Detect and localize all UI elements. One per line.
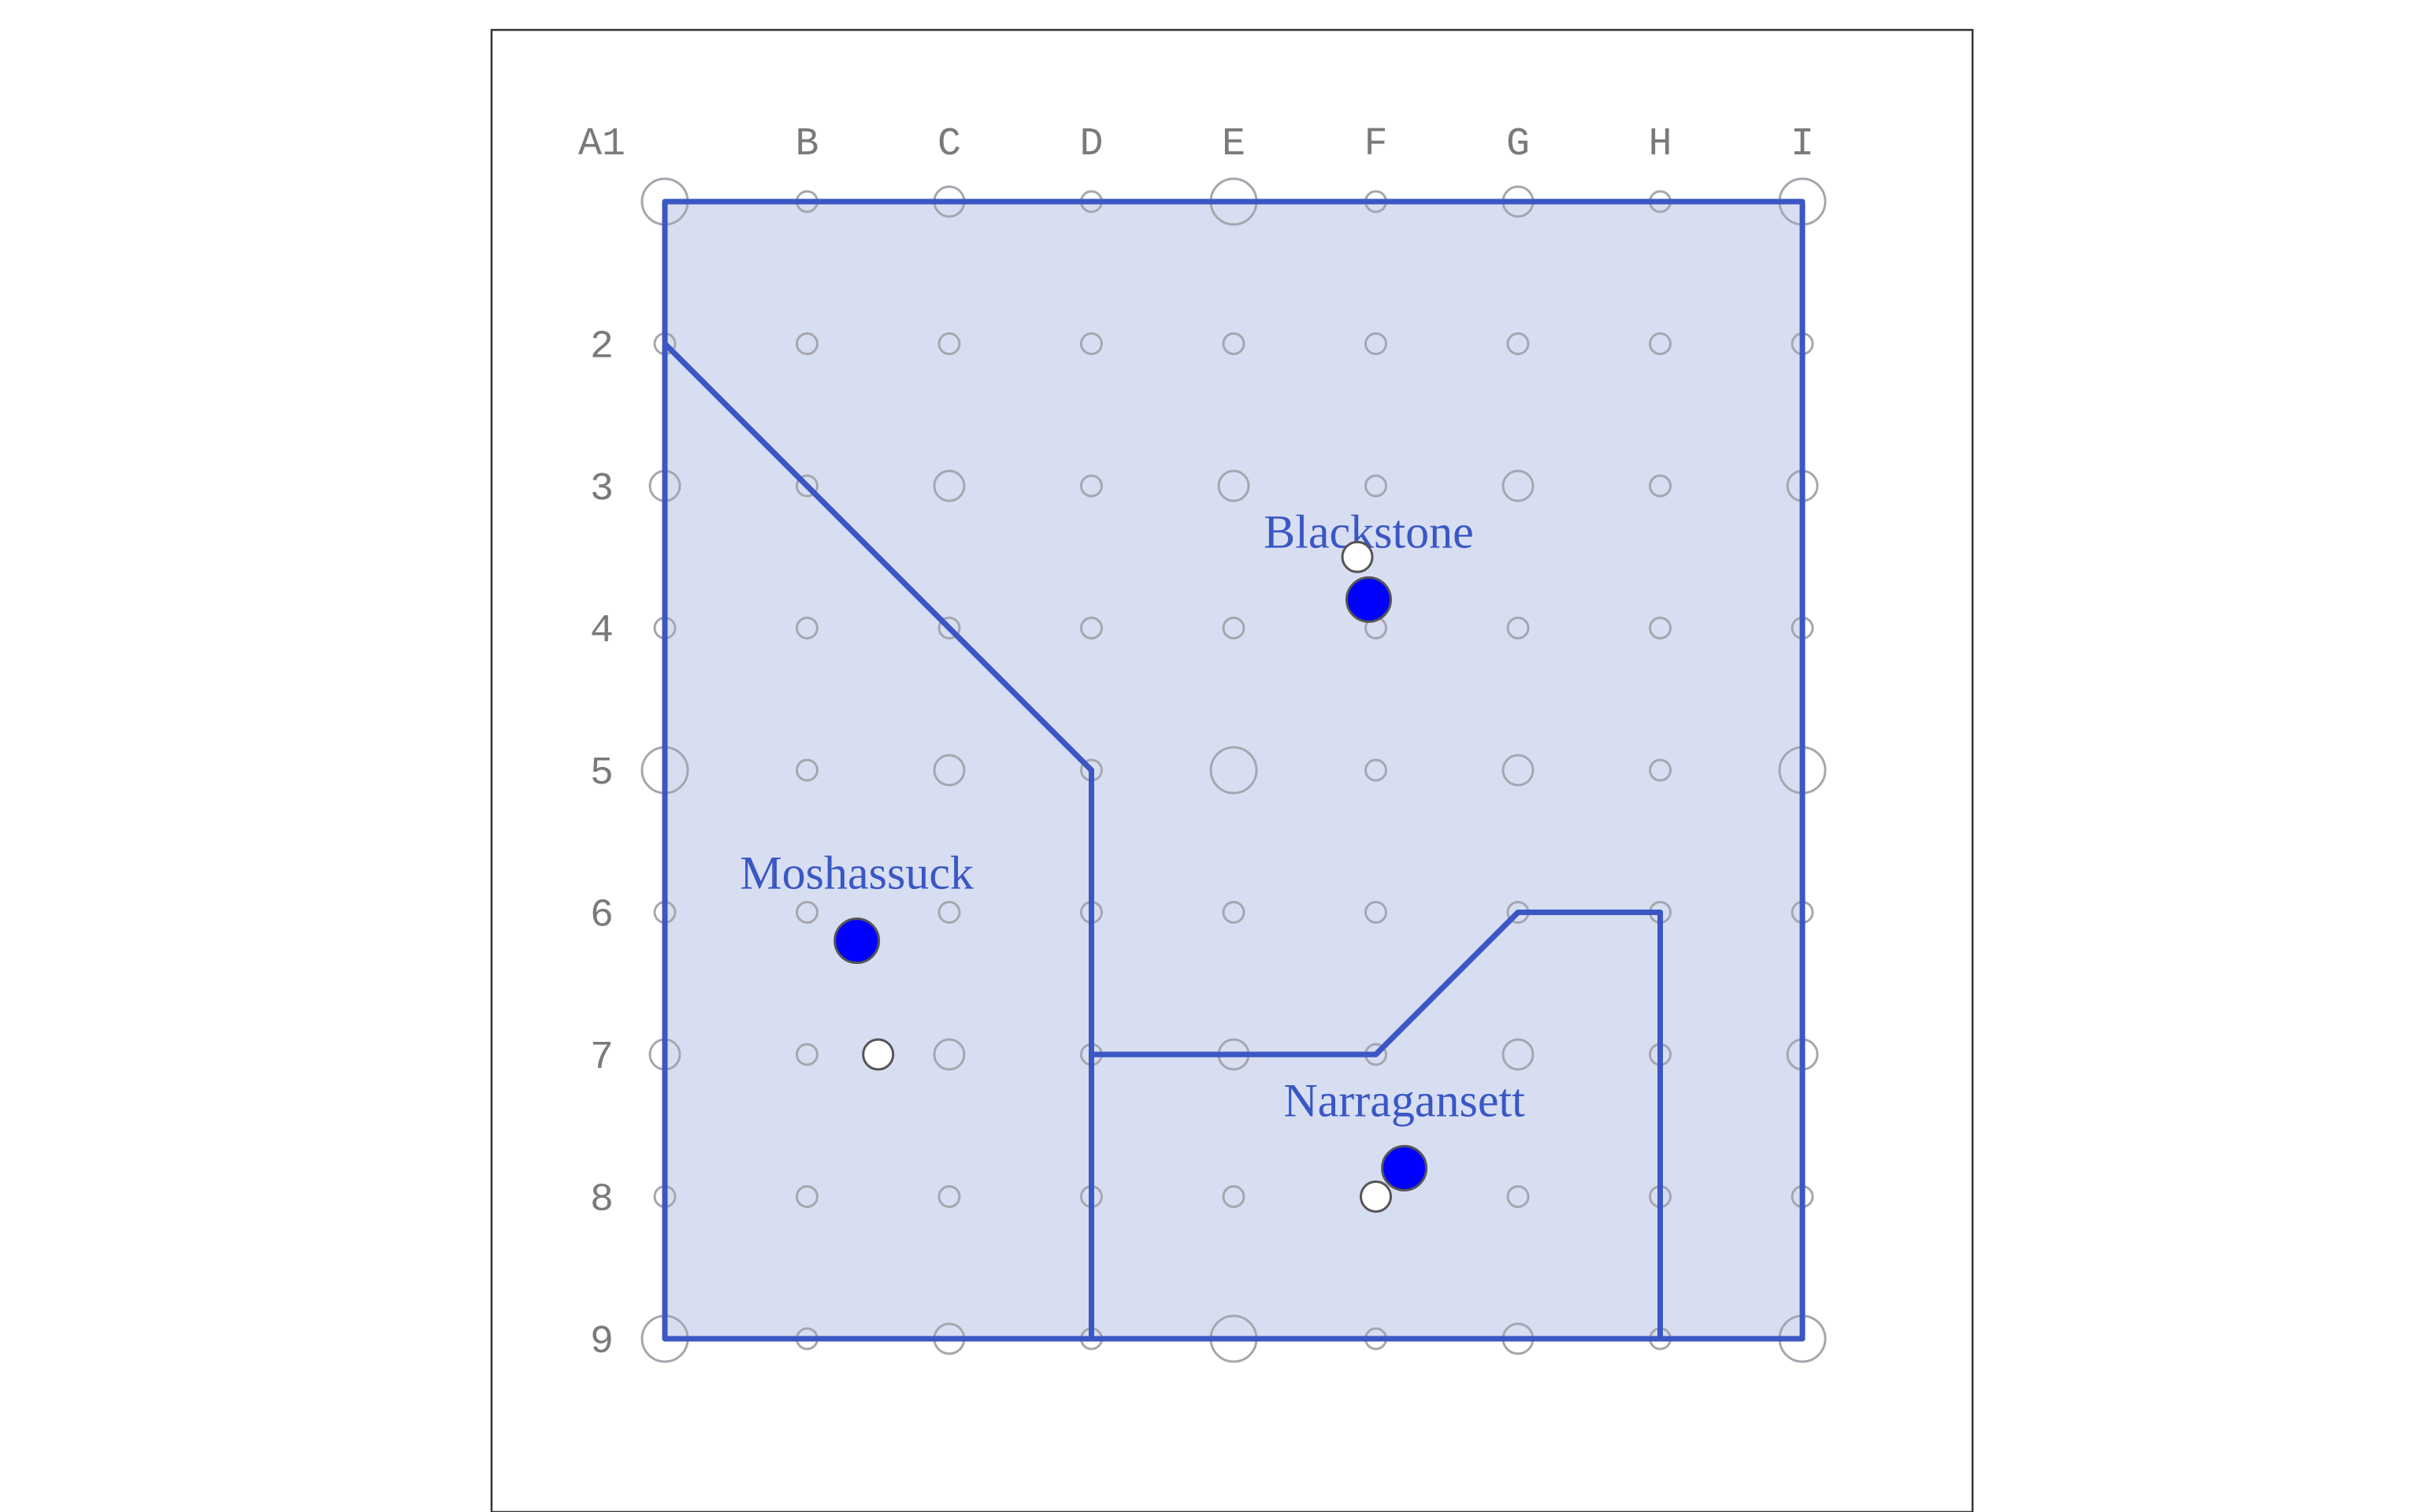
- grid-point: [937, 332, 961, 355]
- grid-point: [796, 332, 818, 355]
- column-label: H: [1648, 122, 1672, 167]
- grid-point: [937, 1185, 961, 1208]
- marker-point: [1341, 540, 1374, 573]
- centroid-point: [1381, 1144, 1428, 1191]
- row-label: 4: [590, 610, 614, 654]
- marker-point: [862, 1038, 895, 1071]
- column-label: D: [1079, 122, 1103, 167]
- row-label: 9: [590, 1320, 614, 1365]
- grid-point: [937, 617, 961, 639]
- marker-point: [1360, 1180, 1392, 1213]
- row-label: 5: [590, 751, 614, 796]
- grid-point: [796, 617, 818, 639]
- grid-point: [1364, 332, 1387, 355]
- column-label: E: [1222, 122, 1245, 167]
- region-narragansett-fill: [1091, 912, 1661, 1339]
- grid-point: [1506, 1185, 1530, 1208]
- row-labels: 2 3 4 5 6 7 8 9: [590, 325, 614, 1366]
- grid-point: [1080, 474, 1103, 498]
- grid-point: [1209, 746, 1258, 795]
- region-label: Narragansett: [1283, 1074, 1525, 1126]
- grid-point: [796, 758, 818, 782]
- grid-point: [933, 754, 966, 787]
- grid-point: [1501, 469, 1535, 502]
- region-moshassuck-fill: [665, 343, 1092, 1339]
- grid-point: [933, 1038, 966, 1071]
- region-fills: [665, 202, 1802, 1339]
- grid-point: [1501, 754, 1535, 787]
- row-label: 8: [590, 1178, 614, 1223]
- row-label: 2: [590, 325, 614, 370]
- column-label: C: [937, 122, 961, 167]
- column-label: F: [1364, 122, 1387, 167]
- grid-point: [1501, 1038, 1535, 1071]
- grid-point: [1506, 617, 1530, 639]
- row-label: 3: [590, 467, 614, 512]
- centroid-point: [833, 917, 881, 965]
- grid-point: [1080, 332, 1103, 355]
- column-label: A1: [578, 122, 625, 167]
- grid-point: [1364, 758, 1387, 782]
- region-label: Moshassuck: [740, 847, 974, 899]
- grid-point: [937, 901, 961, 924]
- grid-point: [1506, 332, 1530, 355]
- grid-point: [1222, 1185, 1245, 1208]
- row-label: 7: [590, 1036, 614, 1080]
- grid-point: [1649, 474, 1672, 498]
- grid-point: [1649, 758, 1672, 782]
- grid-point: [1222, 332, 1245, 355]
- column-label: B: [795, 122, 818, 167]
- grid-point: [1222, 901, 1245, 924]
- region-markers: [833, 540, 1428, 1213]
- grid-point: [1217, 469, 1250, 502]
- region-borders: [662, 198, 1806, 1342]
- row-label: 6: [590, 894, 614, 939]
- column-label: G: [1506, 122, 1530, 167]
- grid-point: [796, 1185, 818, 1208]
- grid-point: [1080, 617, 1103, 639]
- grid-point: [1364, 474, 1387, 498]
- grid-point: [796, 1043, 818, 1066]
- grid-point: [1649, 332, 1672, 355]
- grid-point: [933, 469, 966, 502]
- region-blackstone-fill: [665, 202, 1802, 1339]
- grid-point: [1649, 617, 1672, 639]
- grid-point: [796, 474, 818, 498]
- column-label: I: [1791, 122, 1814, 167]
- grid-point: [796, 901, 818, 924]
- region-narragansett-border: [1089, 910, 1663, 1342]
- centroid-point: [1345, 576, 1392, 623]
- column-labels: A1 B C D E F G H I: [578, 122, 1814, 167]
- grid-point: [1364, 901, 1387, 924]
- grid-point: [1222, 617, 1245, 639]
